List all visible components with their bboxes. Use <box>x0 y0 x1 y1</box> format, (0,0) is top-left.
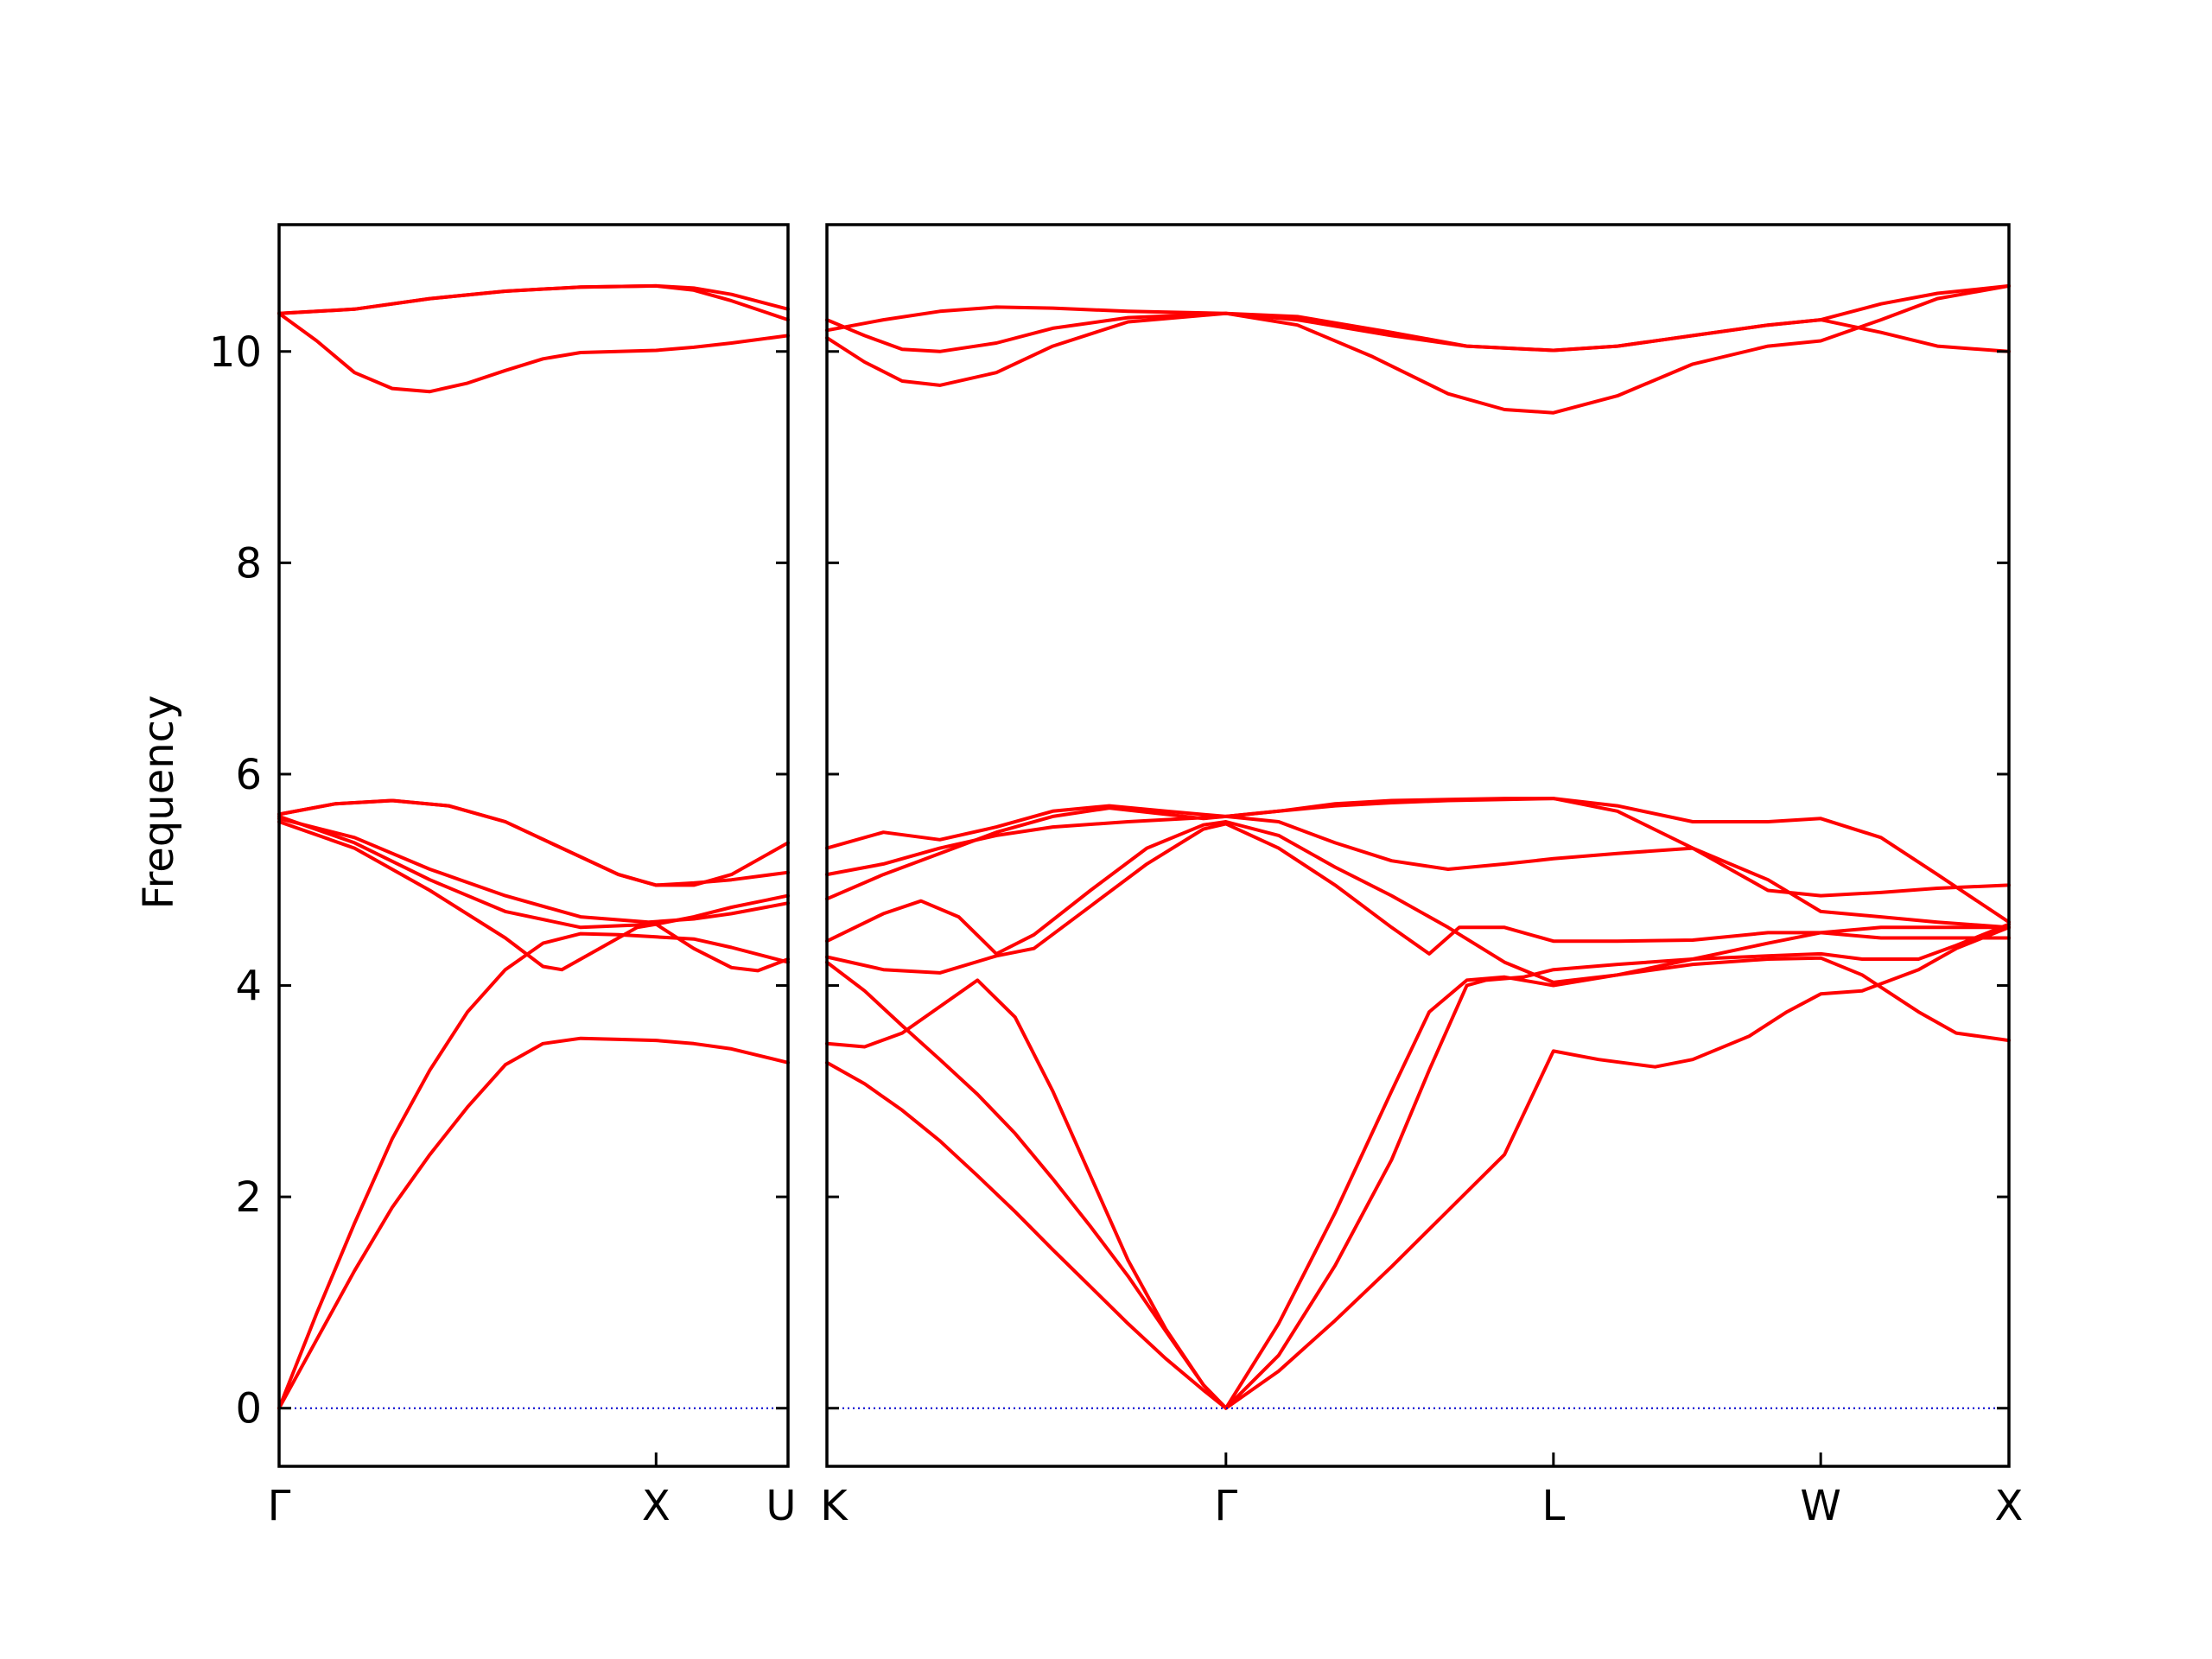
band-line-8 <box>825 797 2011 898</box>
y-tick-labels: 0 2 4 6 8 10 <box>209 328 262 1433</box>
x-tick-label: U <box>766 1482 796 1530</box>
band-line-4 <box>277 814 790 930</box>
x-tick-label: L <box>1541 1482 1565 1530</box>
x-tick-label: X <box>1995 1482 2024 1530</box>
y-tick-label: 10 <box>209 328 262 377</box>
band-line-10 <box>825 283 2011 415</box>
band-line-2 <box>277 931 790 1410</box>
x-tick-label: X <box>642 1482 671 1530</box>
band-line-5 <box>277 817 790 925</box>
band-line-5 <box>825 820 2011 984</box>
band-line-3 <box>825 956 2011 1410</box>
x-tick-label: K <box>820 1482 849 1530</box>
panel-frame-left <box>277 223 790 1468</box>
band-line-8 <box>277 311 790 394</box>
y-tick-label: 6 <box>235 751 262 799</box>
band-line-1 <box>277 1036 790 1410</box>
panel-frame-right <box>825 223 2011 1468</box>
y-axis-label: Frequency <box>135 696 183 910</box>
y-tick-label: 8 <box>235 539 262 588</box>
band-line-1 <box>825 925 2011 1410</box>
y-tick-label: 2 <box>235 1173 262 1222</box>
band-line-10 <box>277 283 790 315</box>
band-line-7 <box>277 798 790 887</box>
band-lines-right <box>825 283 2011 1410</box>
y-tick-label: 0 <box>235 1385 262 1433</box>
tick-marks-right <box>825 350 2011 1466</box>
band-lines-left <box>277 283 790 1410</box>
band-line-7 <box>825 797 2011 925</box>
x-tick-label: Γ <box>268 1482 291 1530</box>
tick-marks-left <box>277 350 790 1466</box>
band-line-9 <box>825 283 2011 353</box>
x-tick-label: Γ <box>1214 1482 1237 1530</box>
band-line-11 <box>825 305 2011 353</box>
band-line-3 <box>277 820 790 973</box>
band-line-6 <box>825 806 2011 930</box>
x-tick-label: W <box>1800 1482 1840 1530</box>
band-line-2 <box>825 922 2011 1410</box>
y-tick-label: 4 <box>235 963 262 1011</box>
band-line-4 <box>825 822 2011 975</box>
